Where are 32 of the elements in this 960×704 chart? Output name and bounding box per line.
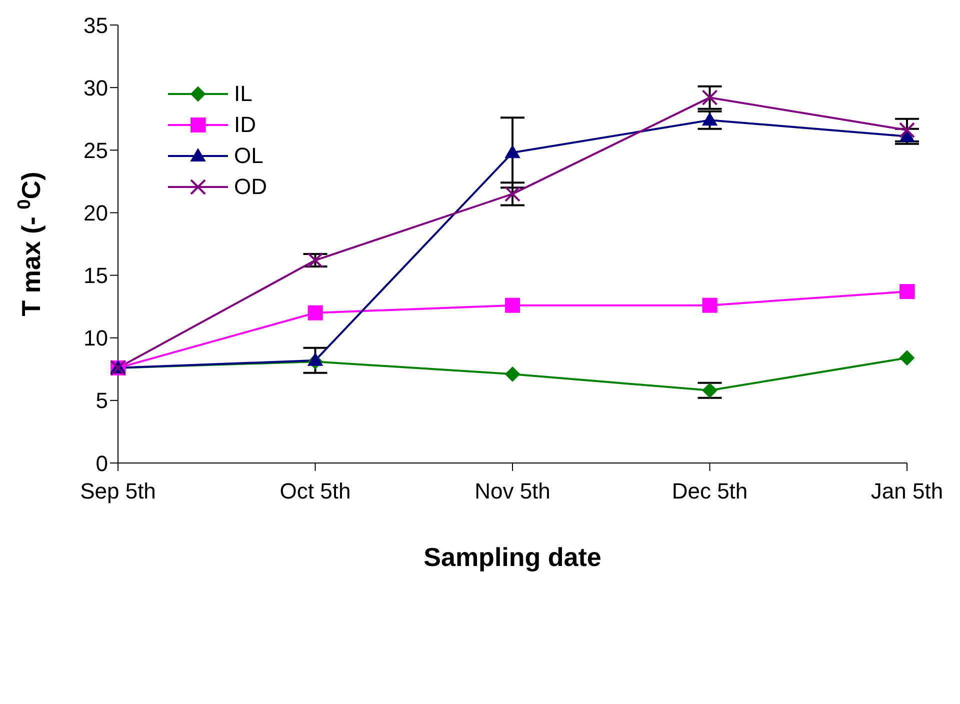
point bbox=[308, 352, 323, 366]
x-tick-label: Oct 5th bbox=[280, 478, 351, 504]
legend-label: ID bbox=[234, 112, 256, 138]
point bbox=[505, 145, 520, 158]
point bbox=[900, 350, 914, 366]
y-tick-label: 15 bbox=[84, 263, 108, 288]
legend-label: IL bbox=[234, 80, 252, 106]
point bbox=[702, 298, 718, 313]
legend-label: OL bbox=[234, 142, 264, 168]
point bbox=[900, 284, 914, 300]
y-tick-label: 0 bbox=[96, 450, 108, 476]
point bbox=[307, 252, 324, 268]
x-tick-label: Dec 5th bbox=[672, 478, 748, 504]
legend-label: OD bbox=[234, 174, 267, 200]
point bbox=[308, 305, 323, 320]
x-tick-label: Nov 5th bbox=[474, 478, 550, 504]
point bbox=[702, 112, 718, 126]
y-tick-label: 25 bbox=[84, 138, 108, 163]
y-tick-label: 30 bbox=[84, 75, 108, 100]
x-axis-title: Sampling date bbox=[424, 542, 602, 572]
point bbox=[504, 186, 520, 202]
point bbox=[505, 298, 520, 313]
y-tick-label: 20 bbox=[84, 200, 108, 226]
point bbox=[505, 366, 520, 382]
y-tick-label: 5 bbox=[96, 388, 108, 414]
point bbox=[702, 382, 718, 398]
y-tick-label: 35 bbox=[84, 12, 108, 38]
y-tick-label: 10 bbox=[84, 326, 108, 351]
point bbox=[702, 90, 718, 106]
x-tick-label: Jan 5th bbox=[870, 478, 944, 504]
x-tick-label: Sep 5th bbox=[80, 478, 156, 504]
point bbox=[899, 122, 915, 138]
